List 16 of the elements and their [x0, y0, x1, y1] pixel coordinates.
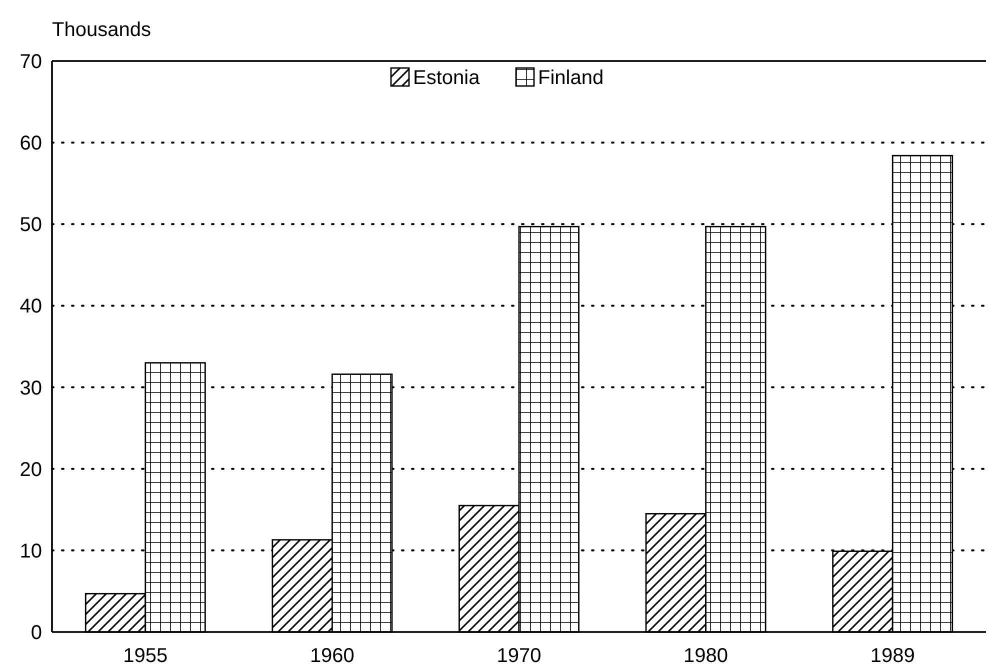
- y-tick-label: 10: [20, 540, 42, 562]
- x-tick-label: 1980: [684, 645, 728, 667]
- x-tick-label: 1989: [870, 645, 915, 667]
- y-tick-label: 50: [20, 214, 42, 236]
- y-tick-label: 40: [20, 296, 42, 318]
- x-tick-label: 1955: [123, 645, 168, 667]
- x-tick-label: 1970: [496, 645, 542, 667]
- y-axis-title: Thousands: [52, 19, 151, 41]
- x-tick-label: 1960: [310, 645, 354, 667]
- y-tick-label: 70: [20, 51, 42, 73]
- y-tick-label: 30: [20, 377, 42, 400]
- y-tick-label: 20: [20, 458, 42, 481]
- y-tick-label: 0: [30, 622, 42, 644]
- legend-label: Estonia: [413, 67, 481, 89]
- y-tick-label: 60: [20, 132, 42, 155]
- legend-label: Finland: [538, 67, 604, 89]
